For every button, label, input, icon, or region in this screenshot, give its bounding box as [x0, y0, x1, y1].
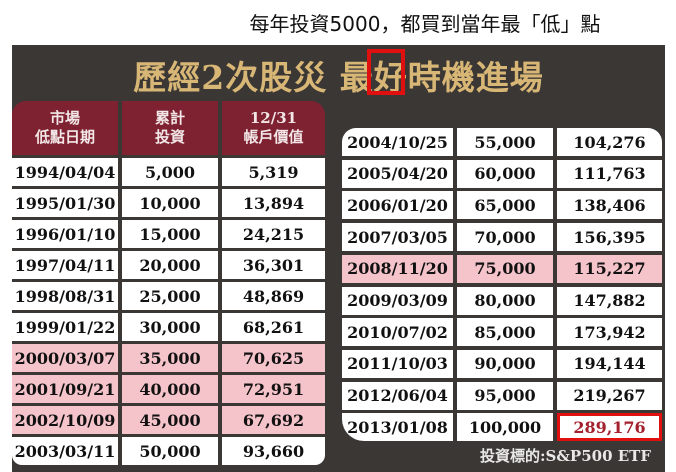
cell-value: 194,144 — [557, 349, 662, 378]
cell-invest: 40,000 — [122, 375, 218, 403]
cell-date: 2006/01/20 — [342, 191, 453, 220]
header-invest: 累計 投資 — [122, 101, 218, 155]
cell-invest: 90,000 — [457, 349, 553, 378]
cell-invest: 80,000 — [457, 286, 553, 315]
cell-value: 289,176 — [557, 413, 662, 442]
cell-invest: 30,000 — [122, 313, 218, 341]
cell-date: 2004/10/25 — [342, 128, 453, 156]
cell-date: 2005/04/20 — [342, 159, 453, 188]
cell-date: 2009/03/09 — [342, 286, 453, 315]
cell-invest: 60,000 — [457, 159, 553, 188]
cell-value: 219,267 — [557, 381, 662, 410]
cell-date: 1998/08/31 — [12, 282, 118, 310]
cell-invest: 95,000 — [457, 381, 553, 410]
cell-date: 2003/03/11 — [12, 437, 118, 465]
cell-value: 72,951 — [222, 375, 325, 403]
cell-value: 24,215 — [222, 220, 325, 248]
cell-value: 147,882 — [557, 286, 662, 315]
header-date: 市場 低點日期 — [12, 101, 118, 155]
cell-invest: 45,000 — [122, 406, 218, 434]
cell-value: 70,625 — [222, 344, 325, 372]
caption: 每年投資5000，都買到當年最「低」點 — [249, 12, 601, 36]
cell-invest: 25,000 — [122, 282, 218, 310]
cell-value: 104,276 — [557, 128, 662, 156]
cell-date: 2002/10/09 — [12, 406, 118, 434]
title: 歷經2次股災 最好時機進場 — [133, 58, 544, 97]
cell-date: 2000/03/07 — [12, 344, 118, 372]
cell-value: 156,395 — [557, 223, 662, 252]
cell-date: 1995/01/30 — [12, 189, 118, 217]
cell-date: 1999/01/22 — [12, 313, 118, 341]
cell-value: 93,660 — [222, 437, 325, 465]
cell-value: 48,869 — [222, 282, 325, 310]
cell-date: 2001/09/21 — [12, 375, 118, 403]
cell-invest: 10,000 — [122, 189, 218, 217]
header-value: 12/31 帳戶價值 — [222, 101, 325, 155]
cell-value: 67,692 — [222, 406, 325, 434]
cell-date: 2010/07/02 — [342, 318, 453, 347]
cell-invest: 55,000 — [457, 128, 553, 156]
cell-date: 1996/01/10 — [12, 220, 118, 248]
cell-date: 2007/03/05 — [342, 223, 453, 252]
cell-value: 138,406 — [557, 191, 662, 220]
cell-date: 2012/06/04 — [342, 381, 453, 410]
cell-date: 2008/11/20 — [342, 254, 453, 283]
infographic-panel: 歷經2次股災 最好時機進場 市場 低點日期 累計 投資 12/31 帳戶價值 投… — [12, 45, 665, 472]
cell-invest: 50,000 — [122, 437, 218, 465]
cell-invest: 5,000 — [122, 158, 218, 186]
cell-invest: 100,000 — [457, 413, 553, 442]
cell-invest: 75,000 — [457, 254, 553, 283]
title-highlight-box — [367, 49, 405, 95]
cell-value: 5,319 — [222, 158, 325, 186]
cell-invest: 35,000 — [122, 344, 218, 372]
cell-value: 173,942 — [557, 318, 662, 347]
cell-value: 13,894 — [222, 189, 325, 217]
cell-invest: 85,000 — [457, 318, 553, 347]
cell-date: 2011/10/03 — [342, 349, 453, 378]
cell-invest: 15,000 — [122, 220, 218, 248]
cell-invest: 20,000 — [122, 251, 218, 279]
cell-invest: 65,000 — [457, 191, 553, 220]
cell-date: 1997/04/11 — [12, 251, 118, 279]
cell-invest: 70,000 — [457, 223, 553, 252]
cell-date: 2013/01/08 — [342, 413, 453, 442]
cell-value: 68,261 — [222, 313, 325, 341]
cell-date: 1994/04/04 — [12, 158, 118, 186]
cell-value: 111,763 — [557, 159, 662, 188]
cell-value: 36,301 — [222, 251, 325, 279]
footer-note: 投資標的:S&P500 ETF — [480, 447, 651, 465]
cell-value: 115,227 — [557, 254, 662, 283]
